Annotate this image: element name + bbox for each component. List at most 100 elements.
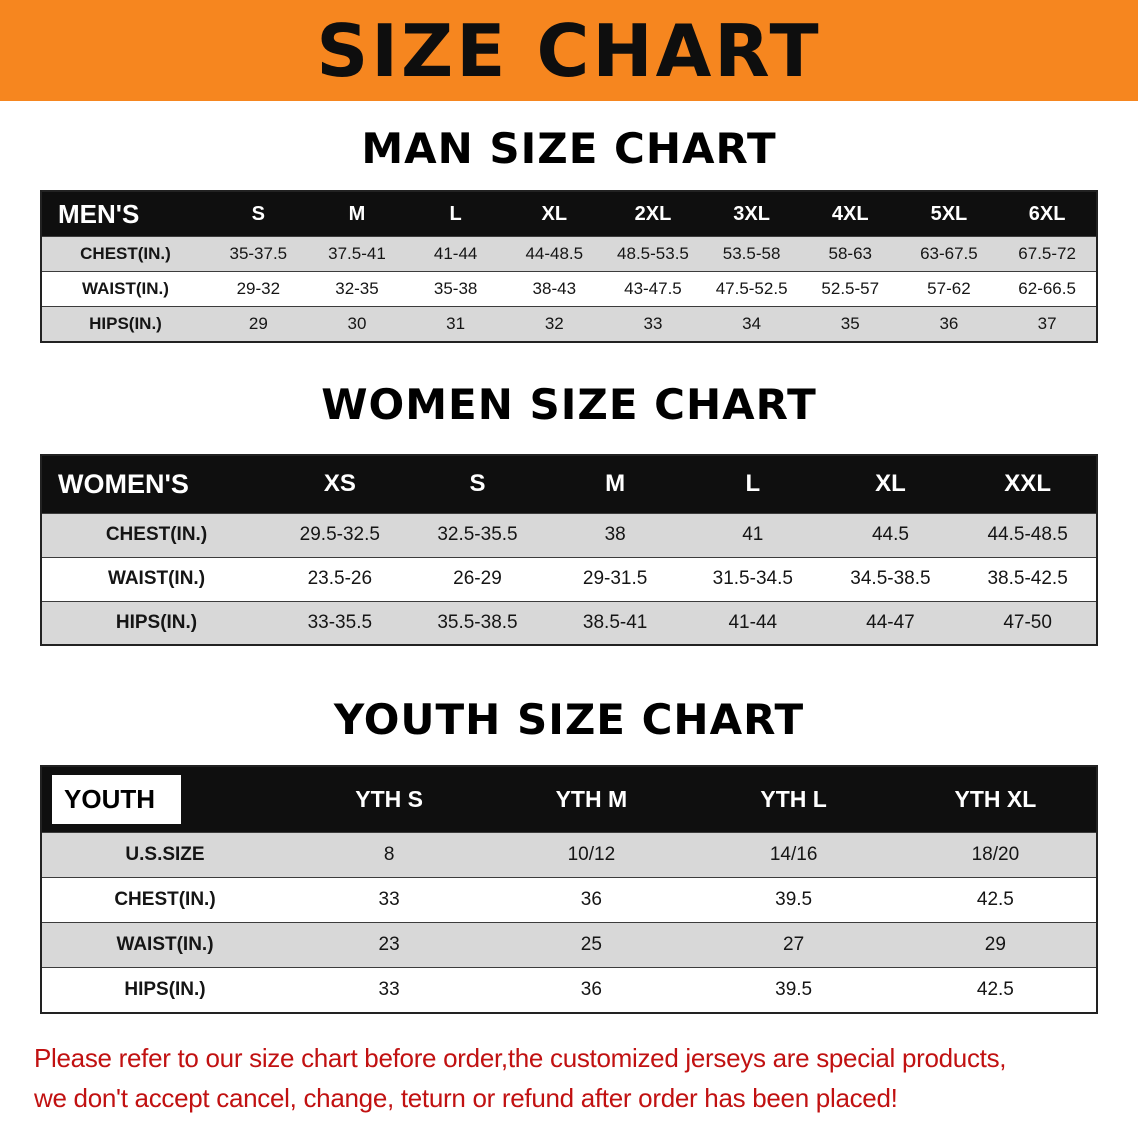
table-title-label: WOMEN'S (41, 454, 271, 514)
size-value-cell: 67.5-72 (1018, 244, 1076, 264)
row-label: U.S.SIZE (125, 844, 205, 866)
size-value-cell: 31 (446, 313, 466, 333)
women-size-table: WOMEN'S XS S M L XL XXL CHEST(IN.) 29.5-32.5 32.5… (40, 453, 1098, 647)
footer-line-2: we don't accept cancel, change, teturn o… (34, 1082, 898, 1113)
size-value-cell: 35 (840, 313, 860, 333)
size-value-cell: 52.5-57 (821, 279, 880, 299)
footer-note: Please refer to our size chart before or… (34, 1038, 1104, 1119)
size-value-cell: 47-50 (1003, 611, 1052, 633)
size-column-header: XL (821, 454, 960, 514)
size-table: YOUTH YTH S YTH M YTH L YTH XL U.S.SIZE 8 10/12… (40, 765, 1098, 1014)
size-value-cell: 33 (378, 978, 400, 1000)
table-title-label: MEN'S (41, 191, 209, 237)
row-label: HIPS(IN.) (115, 611, 198, 633)
size-value-cell: 43-47.5 (624, 279, 682, 299)
size-value-cell: 29 (984, 934, 1006, 956)
size-value-cell: 38.5-42.5 (987, 568, 1068, 590)
size-value-cell: 34.5-38.5 (850, 568, 931, 590)
size-value-cell: 18/20 (971, 844, 1020, 866)
table-row: CHEST(IN.) 29.5-32.5 32.5-35.5 38 41 44.5 44.5… (41, 513, 1097, 558)
size-value-cell: 26-29 (453, 568, 502, 590)
table-header-row: WOMEN'S XS S M L XL XXL (41, 454, 1097, 514)
footer-line-1: Please refer to our size chart before or… (34, 1042, 1007, 1073)
size-value-cell: 44-48.5 (525, 244, 584, 264)
size-value-cell: 44-47 (866, 611, 915, 633)
size-value-cell: 36 (580, 978, 602, 1000)
size-value-cell: 34 (742, 313, 762, 333)
size-value-cell: 32-35 (335, 279, 379, 299)
table-row: HIPS(IN.) 33 36 39.5 42.5 (41, 967, 1097, 1013)
table-row: CHEST(IN.) 35-37.5 37.5-41 41-44 44-48.5 48.5… (41, 236, 1097, 272)
size-value-cell: 25 (580, 934, 602, 956)
youth-chart-heading: YOUTH SIZE CHART (333, 695, 805, 745)
men-size-chart-section: MAN SIZE CHART MEN'S S M L XL 2XL 3XL 4XL 5XL 6XL… (0, 125, 1138, 343)
size-value-cell: 35-37.5 (229, 244, 288, 264)
table-row: WAIST(IN.) 23.5-26 26-29 29-31.5 31.5-34.5 34… (41, 557, 1097, 602)
size-value-cell: 35.5-38.5 (437, 611, 518, 633)
size-value-cell: 44.5-48.5 (987, 524, 1068, 546)
size-column-header: L (406, 191, 505, 237)
men-chart-heading: MAN SIZE CHART (361, 124, 777, 173)
size-column-header: XS (271, 454, 409, 514)
size-column-header: M (546, 454, 684, 514)
size-value-cell: 32.5-35.5 (437, 524, 518, 546)
table-title-label: YOUTH (41, 766, 288, 833)
size-value-cell: 23.5-26 (307, 568, 373, 590)
size-value-cell: 48.5-53.5 (617, 244, 689, 264)
size-table: WOMEN'S XS S M L XL XXL CHEST(IN.) 29.5-32.5 32.5… (40, 453, 1098, 647)
size-value-cell: 41-44 (728, 611, 778, 633)
size-column-header: 2XL (603, 191, 703, 237)
size-value-cell: 58-63 (828, 244, 872, 264)
size-value-cell: 29 (248, 313, 268, 333)
size-value-cell: 10/12 (567, 844, 616, 866)
size-table: MEN'S S M L XL 2XL 3XL 4XL 5XL 6XL CHEST(IN.) 35-37… (40, 190, 1098, 343)
size-value-cell: 44.5 (871, 524, 909, 546)
women-size-chart-section: WOMEN SIZE CHART WOMEN'S XS S M L XL XXL CHEST(… (0, 379, 1138, 647)
size-column-header: YTH M (490, 766, 693, 833)
size-column-header: 4XL (800, 191, 900, 237)
size-column-header: YTH S (288, 766, 491, 833)
size-column-header: 5XL (899, 191, 999, 237)
size-value-cell: 36 (580, 889, 602, 911)
size-value-cell: 27 (783, 934, 805, 956)
row-label: CHEST(IN.) (80, 244, 171, 264)
size-column-header: YTH XL (894, 766, 1097, 833)
size-value-cell: 33 (378, 889, 400, 911)
size-value-cell: 47.5-52.5 (715, 279, 788, 299)
size-value-cell: 41-44 (433, 244, 478, 264)
size-value-cell: 38-43 (532, 279, 577, 299)
size-value-cell: 38.5-41 (582, 611, 648, 633)
size-value-cell: 8 (383, 844, 395, 866)
size-value-cell: 53.5-58 (722, 244, 781, 264)
size-value-cell: 36 (939, 313, 959, 333)
size-value-cell: 62-66.5 (1018, 279, 1076, 299)
size-column-header: S (209, 191, 308, 237)
size-value-cell: 37 (1037, 313, 1057, 333)
size-value-cell: 29-32 (236, 279, 281, 299)
size-value-cell: 41 (742, 524, 764, 546)
size-value-cell: 29-31.5 (582, 568, 648, 590)
table-row: CHEST(IN.) 33 36 39.5 42.5 (41, 877, 1097, 923)
row-label: CHEST(IN.) (114, 889, 216, 911)
size-value-cell: 23 (378, 934, 400, 956)
row-label: WAIST(IN.) (107, 568, 206, 590)
size-value-cell: 30 (347, 313, 367, 333)
women-chart-heading: WOMEN SIZE CHART (321, 379, 817, 429)
size-value-cell: 37.5-41 (328, 244, 386, 264)
row-label: CHEST(IN.) (105, 524, 208, 546)
row-label: WAIST(IN.) (116, 934, 214, 956)
size-value-cell: 42.5 (976, 978, 1014, 1000)
table-row: HIPS(IN.) 29 30 31 32 33 34 35 36 37 (41, 306, 1097, 342)
row-label: HIPS(IN.) (124, 978, 206, 1000)
size-value-cell: 29.5-32.5 (299, 524, 380, 546)
table-row: WAIST(IN.) 23 25 27 29 (41, 922, 1097, 968)
size-value-cell: 35-38 (433, 279, 478, 299)
size-column-header: YTH L (692, 766, 895, 833)
size-value-cell: 57-62 (927, 279, 971, 299)
size-value-cell: 14/16 (769, 844, 818, 866)
table-row: U.S.SIZE 8 10/12 14/16 18/20 (41, 832, 1097, 878)
table-row: WAIST(IN.) 29-32 32-35 35-38 38-43 43-47.5 47.… (41, 271, 1097, 307)
table-header-row: YOUTH YTH S YTH M YTH L YTH XL (41, 766, 1097, 833)
size-column-header: M (307, 191, 407, 237)
table-row: HIPS(IN.) 33-35.5 35.5-38.5 38.5-41 41-44 44-… (41, 601, 1097, 646)
